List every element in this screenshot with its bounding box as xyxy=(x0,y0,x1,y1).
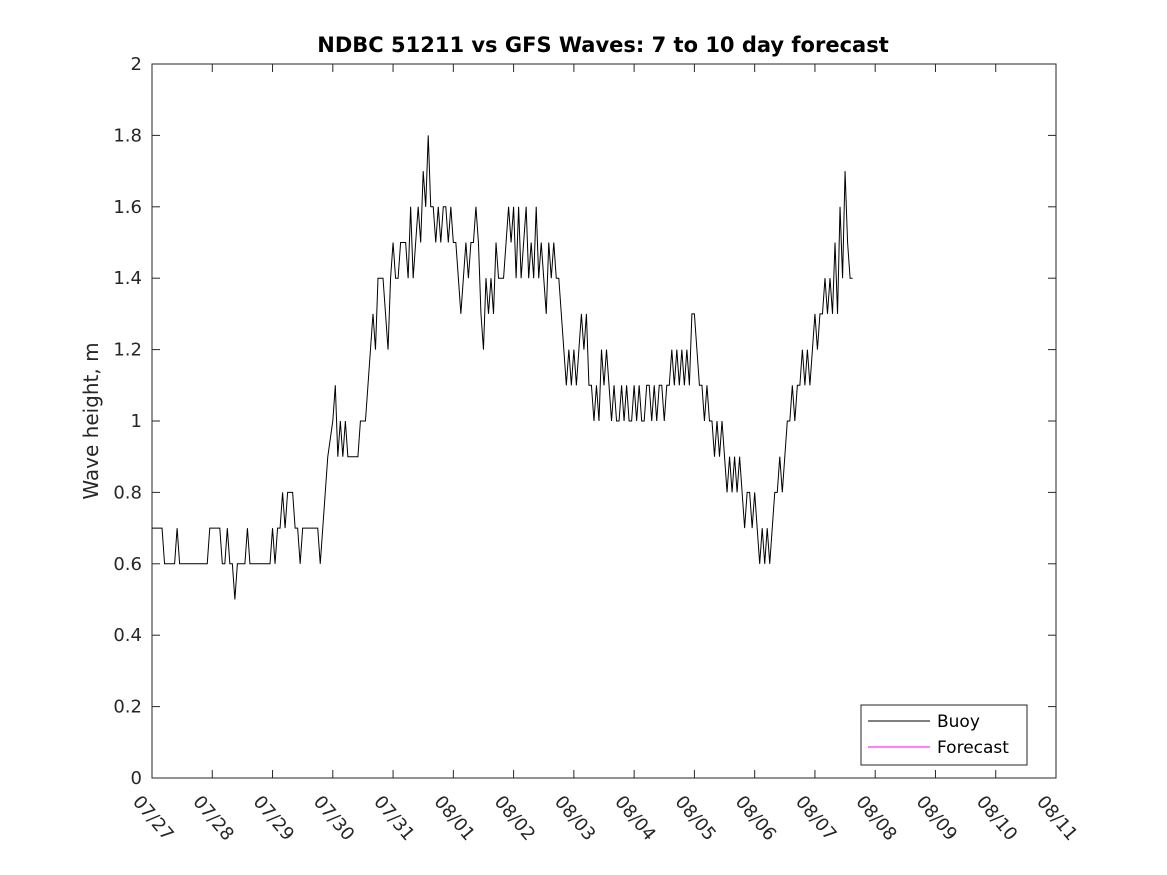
y-tick-label: 0.8 xyxy=(113,482,142,503)
y-tick-label: 1.4 xyxy=(113,268,142,289)
y-tick-label: 2 xyxy=(131,54,142,75)
y-tick-label: 1 xyxy=(131,411,142,432)
chart-title: NDBC 51211 vs GFS Waves: 7 to 10 day for… xyxy=(317,33,888,57)
legend-label-buoy: Buoy xyxy=(937,712,980,732)
y-tick-label: 0 xyxy=(131,768,142,789)
y-axis-label: Wave height, m xyxy=(79,342,103,499)
y-axis: 0 0.2 0.4 0.6 0.8 1 1.2 1.4 1.6 1.8 2 xyxy=(113,54,1056,789)
y-tick-label: 0.4 xyxy=(113,625,142,646)
series-layer xyxy=(152,135,853,600)
y-tick-label: 1.6 xyxy=(113,197,142,218)
y-tick-label: 0.2 xyxy=(113,697,142,718)
y-tick-label: 1.8 xyxy=(113,125,142,146)
legend-label-forecast: Forecast xyxy=(937,738,1009,758)
series-line-buoy xyxy=(152,135,853,600)
legend: Buoy Forecast xyxy=(860,704,1028,766)
legend-box xyxy=(860,704,1028,766)
plot-area xyxy=(151,63,1057,779)
y-tick-label: 1.2 xyxy=(113,340,142,361)
y-tick-label: 0.6 xyxy=(113,554,142,575)
